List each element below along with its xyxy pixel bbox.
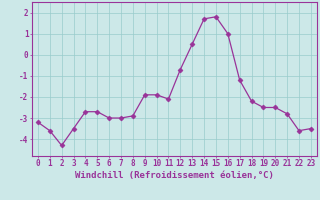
X-axis label: Windchill (Refroidissement éolien,°C): Windchill (Refroidissement éolien,°C) xyxy=(75,171,274,180)
